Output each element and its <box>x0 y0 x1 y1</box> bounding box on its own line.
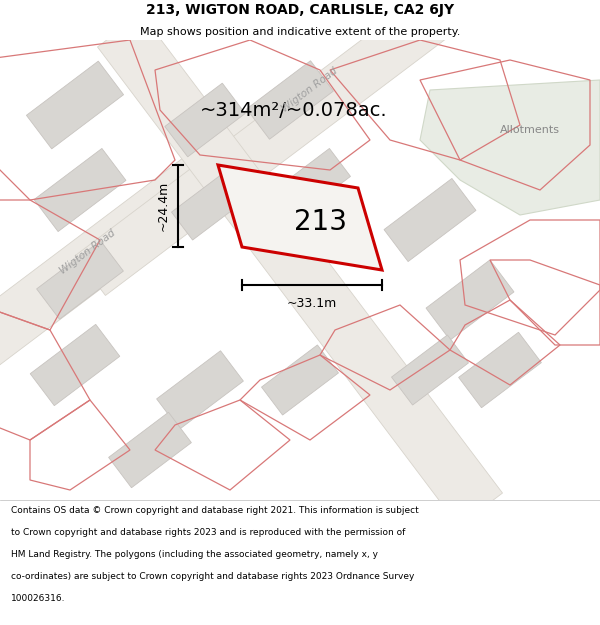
Text: ~24.4m: ~24.4m <box>157 181 170 231</box>
Text: to Crown copyright and database rights 2023 and is reproduced with the permissio: to Crown copyright and database rights 2… <box>11 528 405 537</box>
Text: 213, WIGTON ROAD, CARLISLE, CA2 6JY: 213, WIGTON ROAD, CARLISLE, CA2 6JY <box>146 3 454 17</box>
Text: Contains OS data © Crown copyright and database right 2021. This information is : Contains OS data © Crown copyright and d… <box>11 506 419 515</box>
Polygon shape <box>458 332 541 408</box>
Polygon shape <box>109 412 191 488</box>
Polygon shape <box>26 61 124 149</box>
Text: HM Land Registry. The polygons (including the associated geometry, namely x, y: HM Land Registry. The polygons (includin… <box>11 550 378 559</box>
Polygon shape <box>218 165 382 270</box>
Polygon shape <box>0 82 316 458</box>
Polygon shape <box>269 149 350 221</box>
Text: Map shows position and indicative extent of the property.: Map shows position and indicative extent… <box>140 27 460 37</box>
Text: Wigton Road: Wigton Road <box>280 66 340 114</box>
Polygon shape <box>392 335 469 405</box>
Text: 100026316.: 100026316. <box>11 594 65 602</box>
Polygon shape <box>157 351 244 429</box>
Polygon shape <box>97 14 503 526</box>
Text: co-ordinates) are subject to Crown copyright and database rights 2023 Ordnance S: co-ordinates) are subject to Crown copyr… <box>11 572 414 581</box>
Polygon shape <box>37 241 124 319</box>
Polygon shape <box>165 83 245 157</box>
Polygon shape <box>172 170 248 240</box>
Polygon shape <box>76 0 545 296</box>
Text: ~314m²/~0.078ac.: ~314m²/~0.078ac. <box>200 101 388 119</box>
Polygon shape <box>384 179 476 261</box>
Polygon shape <box>420 80 600 215</box>
Polygon shape <box>262 345 338 415</box>
Text: 213: 213 <box>293 209 347 236</box>
Text: Wigton Road: Wigton Road <box>58 228 118 276</box>
Polygon shape <box>247 61 334 139</box>
Polygon shape <box>30 324 120 406</box>
Polygon shape <box>426 260 514 340</box>
Text: Allotments: Allotments <box>500 125 560 135</box>
Text: ~33.1m: ~33.1m <box>287 297 337 310</box>
Polygon shape <box>34 149 126 231</box>
